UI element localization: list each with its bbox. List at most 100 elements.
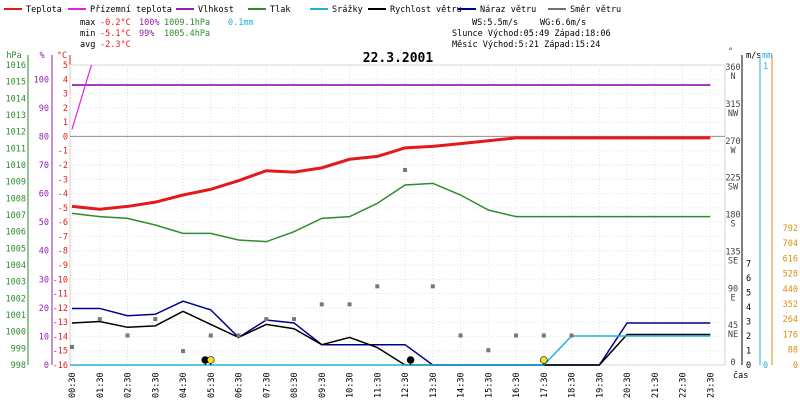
temp-tick: -13 — [53, 318, 68, 328]
wind-dir-point — [208, 333, 213, 338]
time-tick: 10:30 — [346, 372, 356, 398]
series-line — [71, 136, 711, 211]
hum-tick: 50 — [39, 218, 49, 228]
temp-tick: -9 — [58, 261, 68, 271]
wind-tick: 0 — [746, 361, 751, 371]
temp-tick: -1 — [58, 147, 68, 157]
hum-tick: 40 — [39, 247, 49, 257]
solar-tick: 176 — [783, 330, 798, 340]
hum-tick: 70 — [39, 161, 49, 171]
series-line — [71, 310, 711, 366]
wind-tick: 3 — [746, 318, 751, 328]
time-tick: 19:30 — [595, 372, 605, 398]
time-tick: 00:30 — [68, 372, 78, 398]
time-axis-label: čas — [733, 370, 748, 381]
temp-tick: -15 — [53, 347, 68, 357]
time-tick: 05:30 — [207, 372, 217, 398]
press-tick: 1001 — [6, 311, 26, 321]
plot-area — [69, 64, 726, 366]
wind-dir-point — [292, 317, 297, 322]
solar-tick: 88 — [788, 346, 798, 356]
solar-tick: 440 — [783, 285, 798, 295]
dir-tick-name: W — [730, 146, 736, 156]
time-tick: 13:30 — [429, 372, 439, 398]
dir-tick-name: N — [730, 72, 735, 82]
hum-tick: 10 — [39, 332, 49, 342]
temp-tick: -3 — [58, 175, 68, 185]
legend-label: Přízemní teplota — [90, 5, 172, 15]
press-unit: hPa — [6, 51, 21, 61]
press-tick: 999 — [11, 344, 26, 354]
wind-dir-point — [347, 302, 352, 307]
temp-tick: 3 — [63, 90, 68, 100]
wind-dir-point — [264, 317, 269, 322]
marker-dot — [406, 356, 415, 364]
legend-label: Směr větru — [570, 5, 621, 15]
series-line — [71, 182, 711, 243]
time-tick: 14:30 — [457, 372, 467, 398]
dir-tick-name: SW — [728, 183, 739, 193]
stat-avg-label: avg — [80, 40, 95, 50]
press-tick: 998 — [11, 361, 26, 371]
time-tick: 03:30 — [151, 372, 161, 398]
time-tick: 22:30 — [679, 372, 689, 398]
stat-avg-temp: -2.3°C — [100, 40, 131, 50]
dir-tick-name: NW — [728, 109, 739, 119]
wind-tick: 6 — [746, 274, 751, 284]
dir-tick-name: SE — [728, 256, 738, 266]
dir-unit: ° — [728, 47, 733, 57]
wind-dir-point — [486, 348, 491, 353]
stat-ws: WS:5.5m/s — [472, 18, 518, 28]
press-tick: 1005 — [6, 244, 26, 254]
legend-label: Náraz větru — [480, 5, 536, 15]
time-tick: 07:30 — [262, 372, 272, 398]
stat-max-hum: 100% — [139, 18, 159, 28]
rain-tick: 1 — [763, 62, 768, 72]
time-tick: 20:30 — [623, 372, 633, 398]
rain-line — [474, 335, 711, 366]
dir-tick-deg: 315 — [725, 100, 740, 110]
press-tick: 1004 — [6, 261, 26, 271]
stat-min-temp: -5.1°C — [100, 29, 131, 39]
wind-dir-point — [514, 333, 519, 338]
solar-tick: 704 — [783, 239, 798, 249]
temp-tick: -4 — [58, 190, 68, 200]
press-tick: 1008 — [6, 194, 26, 204]
temp-tick: -16 — [53, 361, 68, 371]
wind-dir-point — [125, 333, 130, 338]
temp-tick: -7 — [58, 232, 68, 242]
rain-tick: 0 — [763, 361, 768, 371]
temp-tick: 5 — [63, 61, 68, 71]
legend-label: Teplota — [26, 5, 62, 15]
stat-max-temp: -0.2°C — [100, 18, 131, 28]
stat-max-press: 1009.1hPa — [164, 18, 210, 28]
stat-moon: Měsíc Východ:5:21 Západ:15:24 — [452, 40, 600, 50]
press-tick: 1003 — [6, 278, 26, 288]
press-tick: 1010 — [6, 161, 26, 171]
time-tick: 08:30 — [290, 372, 300, 398]
time-tick: 23:30 — [706, 372, 716, 398]
wind-dir-point — [541, 333, 546, 338]
stat-min-label: min — [80, 29, 95, 39]
temp-unit: °C — [57, 51, 67, 61]
wind-dir-point — [153, 317, 158, 322]
solar-tick: 616 — [783, 254, 798, 264]
press-tick: 1009 — [6, 178, 26, 188]
stats-block: max -0.2°C 100% 1009.1hPa 0.1mm min -5.1°C 99% 1… — [80, 18, 611, 50]
time-tick: 16:30 — [512, 372, 522, 398]
wind-dir-point — [236, 333, 241, 338]
time-tick: 11:30 — [373, 372, 383, 398]
time-tick: 17:30 — [540, 372, 550, 398]
legend-label: Tlak — [270, 5, 290, 15]
hum-tick: 90 — [39, 104, 49, 114]
series-line — [72, 300, 711, 366]
wind-tick: 1 — [746, 347, 751, 357]
temp-tick: -10 — [53, 275, 68, 285]
marker-dot — [540, 356, 548, 364]
hum-tick: 100 — [34, 75, 49, 85]
solar-tick: 792 — [783, 224, 798, 234]
wind-tick: 4 — [746, 303, 751, 313]
temp-tick: 1 — [63, 118, 68, 128]
time-axis: 00:30 01:30 02:30 03:30 04:30 05:30 06:30 07:30… — [68, 370, 748, 398]
